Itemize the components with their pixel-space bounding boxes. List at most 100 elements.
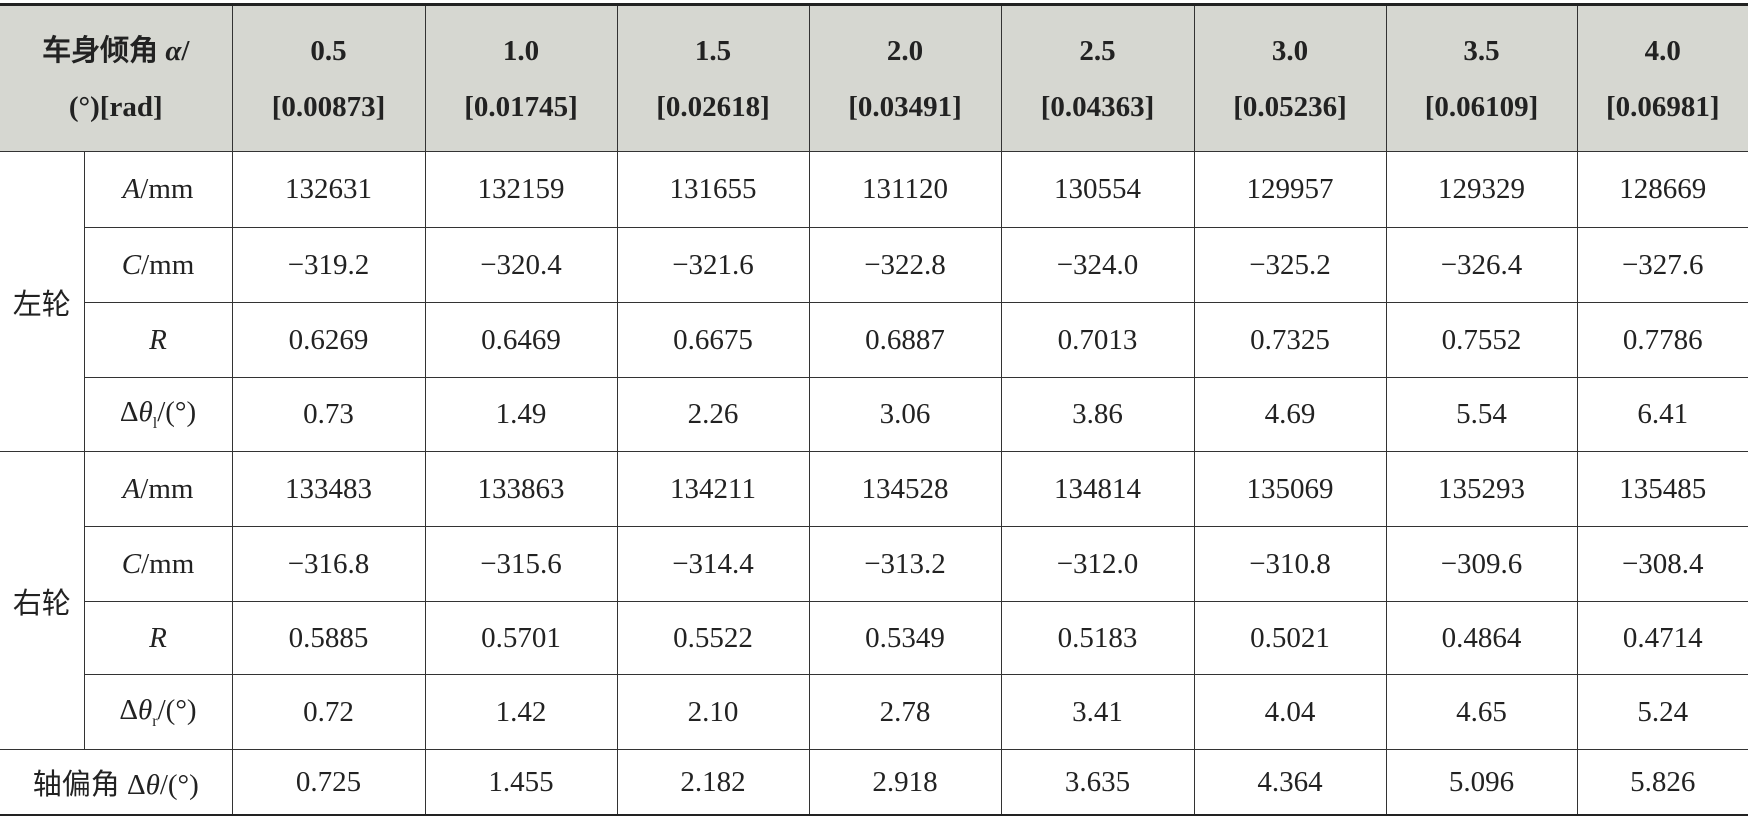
value-cell: −309.6	[1385, 526, 1578, 602]
data-row: R 0.6269 0.6469 0.6675 0.6887 0.7013 0.7325 0.7…	[0, 302, 1748, 378]
value-cell: −327.6	[1576, 227, 1748, 303]
column-radian: [0.06109]	[1424, 90, 1539, 123]
column-degree: 1.5	[694, 34, 732, 67]
column-header: 2.0 [0.03491]	[808, 3, 1002, 152]
column-radian: [0.06981]	[1605, 90, 1720, 123]
row-label: A/mm	[83, 151, 233, 228]
value-cell: 0.7552	[1385, 302, 1578, 378]
column-degree: 3.5	[1463, 34, 1500, 67]
value-cell: 4.69	[1193, 377, 1387, 452]
value-cell: −312.0	[1000, 526, 1195, 602]
value-cell: 0.6469	[424, 302, 618, 378]
value-cell: 4.65	[1385, 674, 1578, 750]
value-cell: 0.5183	[1000, 601, 1195, 675]
value-cell: 0.7013	[1000, 302, 1195, 378]
value-cell: −325.2	[1193, 227, 1387, 303]
value-cell: 0.4714	[1576, 601, 1748, 675]
group-label: 左轮	[0, 151, 85, 452]
value-cell: 128669	[1576, 151, 1748, 228]
corner-cell: 车身倾角 α/ (°)[rad]	[0, 3, 233, 152]
value-cell: 134211	[616, 451, 810, 527]
row-label: R	[84, 601, 233, 675]
column-degree: 4.0	[1644, 34, 1681, 67]
row-label: C/mm	[84, 227, 233, 303]
label-prefix: Δ	[119, 693, 139, 726]
value-cell: −324.0	[1000, 227, 1195, 303]
corner-line: (°)[rad]	[68, 90, 163, 123]
data-row: 右轮 A/mm 133483 133863 134211 134528 134814 1350…	[0, 451, 1748, 750]
value-cell: 2.78	[808, 674, 1002, 750]
value-cell: −313.2	[808, 526, 1002, 602]
value-cell: 5.54	[1385, 377, 1578, 452]
label-unit: /mm	[141, 248, 195, 281]
label-unit: /(°)	[159, 769, 199, 801]
data-row: 左轮 A/mm 132631 132159 131655 131120 130554 1299…	[0, 151, 1748, 452]
value-cell: 135293	[1385, 451, 1578, 527]
value-cell: 1.42	[424, 674, 618, 750]
footer-label: 轴偏角 Δθ/(°)	[0, 749, 233, 816]
value-cell: 133863	[424, 451, 618, 527]
value-cell: 135485	[1576, 451, 1748, 527]
value-cell: −310.8	[1193, 526, 1387, 602]
value-cell: 131655	[616, 151, 810, 228]
value-cell: 131120	[808, 151, 1002, 228]
column-header: 1.5 [0.02618]	[616, 3, 810, 152]
label-prefix: 轴偏角 Δ	[32, 769, 146, 801]
label-unit: /(°)	[157, 396, 197, 429]
value-cell: 0.6887	[808, 302, 1002, 378]
value-cell: 4.04	[1193, 674, 1387, 750]
label-subscript: r	[152, 712, 158, 730]
column-header: 0.5 [0.00873]	[231, 3, 426, 152]
column-radian: [0.01745]	[464, 90, 578, 123]
row-label: R	[84, 302, 233, 378]
label-symbol: θ	[138, 396, 153, 429]
label-symbol: R	[149, 323, 167, 356]
data-row: C/mm −319.2 −320.4 −321.6 −322.8 −324.0 −325.2…	[0, 227, 1748, 303]
label-symbol: α	[165, 34, 182, 67]
column-radian: [0.05236]	[1233, 90, 1347, 123]
label-symbol: R	[149, 621, 167, 654]
value-cell: 4.364	[1193, 749, 1387, 816]
label-unit: /mm	[140, 472, 194, 505]
row-label: Δθr/(°)	[84, 674, 233, 750]
row-label: Δθl/(°)	[84, 377, 233, 452]
value-cell: −321.6	[616, 227, 810, 303]
value-cell: 129957	[1193, 151, 1387, 228]
label-unit: /mm	[141, 547, 195, 580]
row-label: A/mm	[83, 451, 233, 527]
value-cell: 2.918	[808, 749, 1002, 816]
value-cell: 1.455	[424, 749, 618, 816]
value-cell: 6.41	[1576, 377, 1748, 452]
value-cell: 5.096	[1385, 749, 1578, 816]
label-unit: /(°)	[157, 693, 197, 726]
value-cell: −315.6	[424, 526, 618, 602]
column-radian: [0.02618]	[656, 90, 770, 123]
value-cell: 3.635	[1000, 749, 1195, 816]
value-cell: −326.4	[1385, 227, 1578, 303]
row-label: C/mm	[84, 526, 233, 602]
group-label: 右轮	[0, 451, 85, 750]
column-header: 4.0 [0.06981]	[1576, 3, 1748, 152]
label-text: 车身倾角	[42, 34, 166, 67]
column-degree: 3.0	[1271, 34, 1309, 67]
data-row: R 0.5885 0.5701 0.5522 0.5349 0.5183 0.5021 0.4…	[0, 601, 1748, 675]
value-cell: 134814	[1000, 451, 1195, 527]
column-radian: [0.04363]	[1040, 90, 1155, 123]
value-cell: −319.2	[231, 227, 426, 303]
value-cell: 0.4864	[1385, 601, 1578, 675]
data-table: 车身倾角 α/(°)[rad] 0.5 [0.00873] 1.0 [0.01745] 1…	[0, 3, 1748, 816]
value-cell: −314.4	[616, 526, 810, 602]
value-cell: 0.725	[231, 749, 426, 816]
corner-line: 车身倾角 α/	[0, 23, 232, 79]
data-row: Δθl/(°) 0.73 1.49 2.26 3.06 3.86 4.69 5.54 6.41	[0, 377, 1748, 452]
value-cell: 3.41	[1000, 674, 1195, 750]
footer-row: 轴偏角 Δθ/(°) 0.725 1.455 2.182 2.918 3.635 4.364…	[0, 749, 1748, 816]
label-symbol: A	[122, 173, 141, 205]
value-cell: 2.26	[616, 377, 810, 452]
value-cell: 132631	[231, 151, 426, 228]
column-degree: 0.5	[310, 34, 347, 67]
value-cell: 0.7325	[1193, 302, 1387, 378]
label-symbol: A	[122, 472, 141, 505]
label-symbol: C	[121, 248, 142, 281]
column-header: 2.5 [0.04363]	[1000, 3, 1195, 152]
